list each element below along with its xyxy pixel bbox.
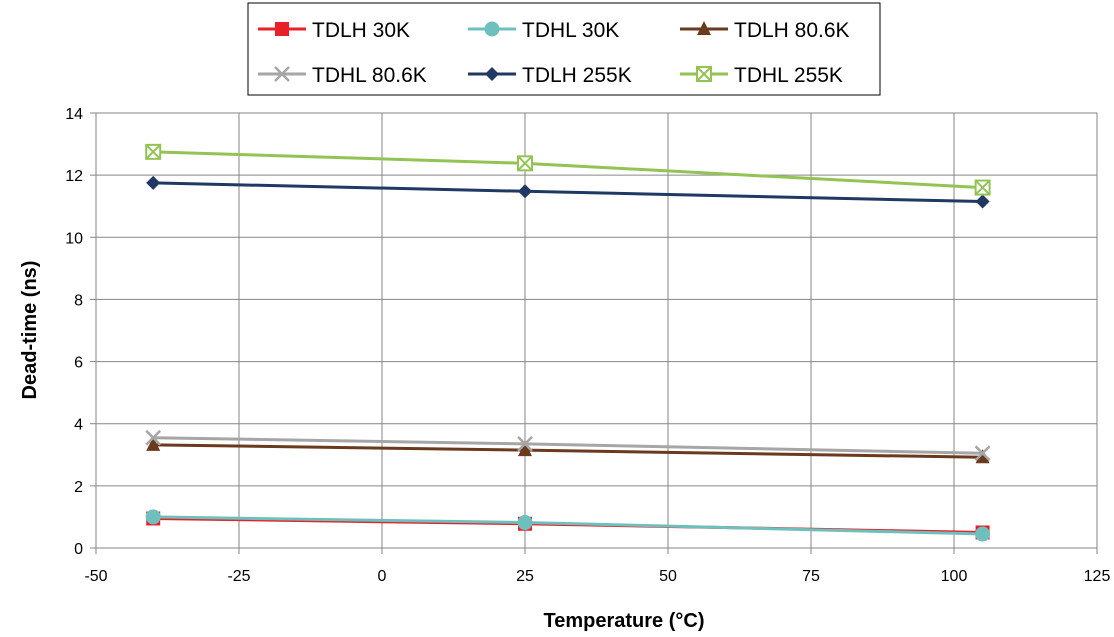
y-tick-label: 8	[74, 292, 83, 309]
legend-swatch-marker	[274, 66, 290, 82]
x-tick-label: 0	[378, 568, 387, 585]
series-line	[153, 150, 983, 190]
data-point	[517, 436, 533, 452]
y-tick-label: 0	[74, 541, 83, 558]
legend-label: TDHL 255K	[734, 64, 843, 87]
legend-swatch-marker	[485, 67, 499, 81]
legend-label: TDLH 255K	[522, 64, 632, 87]
x-tick-label: 25	[516, 568, 534, 585]
legend-entry: TDLH 30K	[258, 19, 410, 42]
y-axis-title: Dead-time (ns)	[19, 261, 41, 400]
series-0	[146, 511, 990, 540]
legend-swatch-marker	[696, 66, 712, 82]
legend-entry: TDLH 255K	[468, 64, 632, 87]
x-tick-label: 50	[659, 568, 677, 585]
x-tick-label: 125	[1084, 568, 1111, 585]
y-tick-label: 12	[65, 168, 83, 185]
series-3	[145, 429, 991, 462]
data-point	[146, 175, 161, 190]
x-tick-label: -50	[84, 568, 107, 585]
series-line	[153, 181, 983, 204]
data-point	[975, 526, 991, 542]
legend-entry: TDLH 80.6K	[680, 19, 850, 42]
legend: TDLH 30K TDHL 30K TDLH 80.6K TDHL 80.6K TDLH…	[247, 2, 881, 96]
y-tick-label: 10	[65, 230, 83, 247]
legend-label: TDLH 80.6K	[734, 19, 850, 42]
series-5	[145, 143, 991, 196]
grid	[95, 112, 1098, 549]
data-point	[517, 515, 533, 531]
legend-label: TDHL 80.6K	[312, 64, 427, 87]
series-lines	[145, 143, 991, 542]
legend-label: TDHL 30K	[522, 19, 619, 42]
data-point	[145, 143, 162, 160]
data-point	[145, 509, 161, 525]
y-tick-label: 2	[74, 479, 83, 496]
data-point	[974, 179, 991, 196]
y-tick-label: 14	[65, 106, 83, 123]
legend-entry: TDHL 80.6K	[258, 64, 427, 87]
legend-swatch-marker	[275, 22, 289, 36]
legend-swatch-marker	[697, 21, 711, 35]
series-2	[146, 436, 990, 464]
legend-entry: TDHL 255K	[680, 64, 843, 87]
data-point	[146, 436, 161, 451]
legend-box	[247, 2, 881, 96]
data-point	[974, 445, 991, 462]
y-tick-label: 6	[74, 355, 83, 372]
series-1	[145, 509, 991, 542]
axes: -50 -25 0 25 50 75 100 125 0 2 4 6 8 10 12 14	[65, 106, 1110, 585]
legend-entry: TDHL 30K	[468, 19, 619, 42]
data-point	[518, 442, 532, 457]
legend-swatch-marker	[484, 21, 500, 37]
y-tick-label: 4	[74, 417, 83, 434]
data-point	[975, 194, 990, 209]
x-tick-label: 75	[802, 568, 820, 585]
legend-label: TDLH 30K	[312, 19, 410, 42]
data-point	[975, 449, 990, 464]
data-point	[145, 429, 162, 446]
x-tick-label: 100	[941, 568, 968, 585]
data-point	[518, 184, 532, 199]
x-tick-label: -25	[227, 568, 250, 585]
series-4	[146, 175, 990, 209]
x-axis-title: Temperature (°C)	[544, 610, 705, 632]
data-point	[517, 155, 533, 172]
plot-area	[95, 112, 1098, 549]
